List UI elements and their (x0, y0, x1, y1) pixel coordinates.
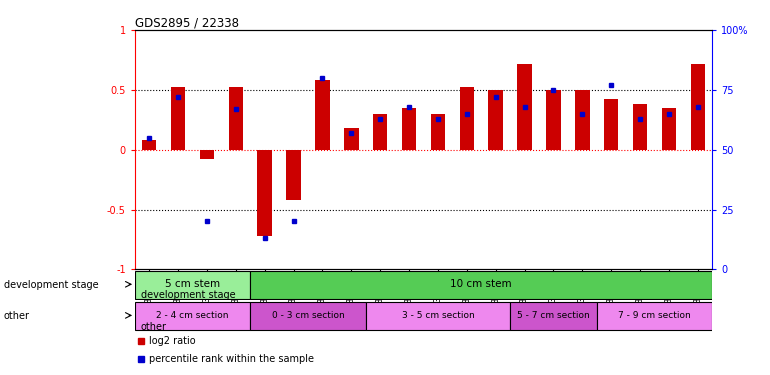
Text: 0 - 3 cm section: 0 - 3 cm section (272, 311, 344, 320)
Text: other: other (4, 311, 30, 321)
Bar (510, 302, 597, 330)
Bar (344, 128, 359, 150)
Bar (229, 87, 243, 150)
Text: 7 - 9 cm section: 7 - 9 cm section (618, 311, 691, 320)
Text: GDS2895 / 22338: GDS2895 / 22338 (135, 17, 239, 30)
Bar (366, 302, 510, 330)
Bar (373, 114, 387, 150)
Bar (575, 90, 590, 150)
Text: development stage: development stage (4, 280, 99, 290)
Bar (460, 87, 474, 150)
Bar (597, 302, 712, 330)
Bar (142, 140, 156, 150)
Bar (402, 108, 417, 150)
Bar (691, 63, 705, 150)
Bar (250, 271, 712, 299)
Bar (430, 114, 445, 150)
Bar (517, 63, 532, 150)
Text: 10 cm stem: 10 cm stem (450, 279, 512, 289)
Text: log2 ratio: log2 ratio (149, 336, 196, 346)
Bar (488, 90, 503, 150)
Bar (135, 302, 250, 330)
Text: 5 cm stem: 5 cm stem (165, 279, 220, 289)
Bar (135, 271, 250, 299)
Bar (171, 87, 186, 150)
Text: 2 - 4 cm section: 2 - 4 cm section (156, 311, 229, 320)
Text: other: other (140, 322, 166, 332)
Bar (661, 108, 676, 150)
Bar (250, 302, 366, 330)
Bar (257, 150, 272, 236)
Text: percentile rank within the sample: percentile rank within the sample (149, 354, 314, 363)
Text: 3 - 5 cm section: 3 - 5 cm section (402, 311, 474, 320)
Text: development stage: development stage (140, 291, 235, 300)
Bar (604, 99, 618, 150)
Bar (286, 150, 301, 200)
Bar (315, 80, 330, 150)
Bar (199, 150, 214, 159)
Text: 5 - 7 cm section: 5 - 7 cm section (517, 311, 590, 320)
Bar (546, 90, 561, 150)
Bar (633, 104, 648, 150)
